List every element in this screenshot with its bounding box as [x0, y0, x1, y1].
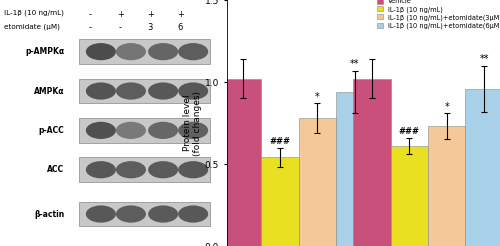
FancyBboxPatch shape	[80, 79, 210, 103]
Text: 3: 3	[148, 23, 153, 32]
Text: IL-1β (10 ng/mL): IL-1β (10 ng/mL)	[4, 10, 64, 16]
Text: p-AMPKα: p-AMPKα	[26, 47, 64, 56]
Ellipse shape	[86, 161, 116, 178]
Text: etomidate (μM): etomidate (μM)	[4, 23, 60, 30]
Text: -: -	[88, 10, 92, 19]
FancyBboxPatch shape	[80, 157, 210, 182]
Text: -: -	[88, 23, 92, 32]
Bar	[262, 157, 298, 246]
Ellipse shape	[116, 43, 146, 60]
Y-axis label: Protein level
(fold changes): Protein level (fold changes)	[182, 91, 202, 155]
Text: β-actin: β-actin	[34, 210, 64, 218]
Text: ###: ###	[270, 137, 290, 146]
Text: ###: ###	[399, 127, 420, 136]
FancyBboxPatch shape	[80, 39, 210, 64]
Ellipse shape	[178, 122, 208, 139]
Ellipse shape	[116, 161, 146, 178]
Ellipse shape	[178, 43, 208, 60]
Ellipse shape	[148, 161, 178, 178]
Bar	[336, 92, 374, 246]
Text: **: **	[480, 54, 489, 64]
Ellipse shape	[86, 82, 116, 100]
Text: p-ACC: p-ACC	[38, 126, 64, 135]
Ellipse shape	[116, 205, 146, 223]
Ellipse shape	[178, 161, 208, 178]
Bar	[224, 79, 262, 246]
Text: *: *	[444, 102, 449, 111]
Legend: Vehicle, IL-1β (10 ng/mL), IL-1β (10 ng/mL)+etomidate(3μM), IL-1β (10 ng/mL)+eto: Vehicle, IL-1β (10 ng/mL), IL-1β (10 ng/…	[378, 0, 500, 29]
Text: **: **	[350, 59, 360, 69]
Ellipse shape	[116, 82, 146, 100]
Ellipse shape	[116, 122, 146, 139]
Text: +: +	[177, 10, 184, 19]
Ellipse shape	[148, 122, 178, 139]
Bar	[428, 126, 466, 246]
Bar	[466, 89, 500, 246]
Ellipse shape	[86, 205, 116, 223]
Ellipse shape	[86, 122, 116, 139]
Text: +: +	[117, 10, 123, 19]
FancyBboxPatch shape	[80, 202, 210, 226]
Text: -: -	[118, 23, 122, 32]
Ellipse shape	[178, 82, 208, 100]
Ellipse shape	[148, 43, 178, 60]
Bar	[354, 79, 391, 246]
Text: *: *	[315, 92, 320, 102]
FancyBboxPatch shape	[80, 118, 210, 143]
Text: ACC: ACC	[48, 165, 64, 174]
Ellipse shape	[148, 82, 178, 100]
Ellipse shape	[86, 43, 116, 60]
Bar	[298, 118, 336, 246]
Text: 6: 6	[178, 23, 183, 32]
Text: +: +	[147, 10, 154, 19]
Text: AMPKα: AMPKα	[34, 87, 64, 95]
Bar	[390, 146, 428, 246]
Ellipse shape	[148, 205, 178, 223]
Ellipse shape	[178, 205, 208, 223]
